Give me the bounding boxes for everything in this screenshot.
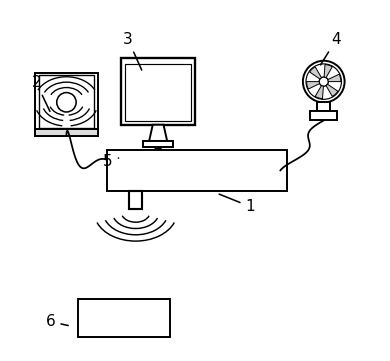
- Text: 5: 5: [103, 154, 119, 169]
- Polygon shape: [307, 82, 320, 89]
- Bar: [125, 64, 191, 121]
- Bar: [35, 129, 98, 135]
- Bar: [310, 112, 337, 121]
- Polygon shape: [149, 125, 167, 141]
- Polygon shape: [315, 86, 323, 99]
- Text: 3: 3: [123, 32, 142, 70]
- Bar: [107, 150, 287, 191]
- Polygon shape: [324, 65, 332, 78]
- Bar: [143, 141, 174, 147]
- Polygon shape: [310, 67, 321, 79]
- Polygon shape: [328, 74, 341, 82]
- Bar: [35, 73, 98, 135]
- Text: 2: 2: [31, 75, 50, 112]
- Text: 4: 4: [321, 32, 341, 65]
- Polygon shape: [326, 84, 338, 96]
- Bar: [39, 75, 94, 128]
- Text: 1: 1: [219, 194, 255, 214]
- Text: 6: 6: [46, 314, 68, 329]
- Bar: [78, 299, 170, 337]
- Bar: [129, 191, 142, 209]
- Bar: [121, 58, 195, 125]
- Bar: [317, 103, 330, 112]
